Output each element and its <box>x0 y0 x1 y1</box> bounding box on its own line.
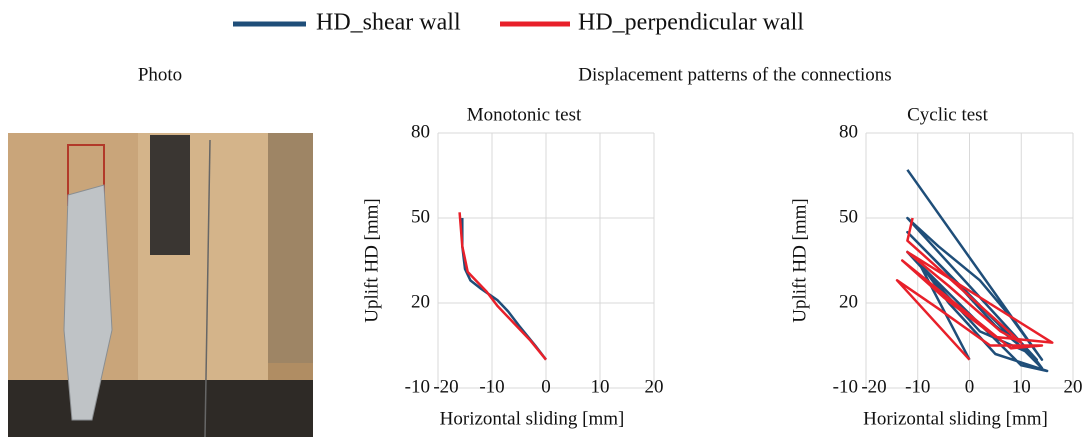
x-tick-label: 0 <box>541 376 551 397</box>
y-tick-label: 20 <box>411 291 430 312</box>
x-axis-title: Horizontal sliding [mm] <box>440 408 625 429</box>
chart-title: Monotonic test <box>467 104 582 125</box>
data-line <box>906 169 1049 373</box>
x-tick-label: 10 <box>1012 376 1031 397</box>
x-tick-label: -20 <box>861 376 886 397</box>
y-tick-label: -10 <box>405 376 430 397</box>
x-tick-label: -20 <box>433 376 458 397</box>
chart-title: Cyclic test <box>907 104 988 125</box>
panel-label: Displacement patterns of the connections <box>578 64 891 85</box>
x-tick-label: 20 <box>645 376 664 397</box>
legend-entry: HD_perpendicular wall <box>578 10 804 36</box>
x-tick-label: 0 <box>965 376 975 397</box>
x-tick-label: -10 <box>905 376 930 397</box>
data-line <box>461 218 547 361</box>
y-tick-label: 80 <box>411 121 430 142</box>
y-axis-title: Uplift HD [mm] <box>789 198 810 323</box>
y-tick-label: 50 <box>839 206 858 227</box>
x-tick-label: 20 <box>1064 376 1083 397</box>
x-tick-label: -10 <box>479 376 504 397</box>
y-tick-label: -10 <box>833 376 858 397</box>
x-tick-label: 10 <box>591 376 610 397</box>
y-tick-label: 20 <box>839 291 858 312</box>
data-line <box>895 217 1054 361</box>
data-line <box>458 212 547 361</box>
x-axis-title: Horizontal sliding [mm] <box>863 408 1048 429</box>
y-tick-label: 80 <box>839 121 858 142</box>
photo-label: Photo <box>138 64 182 85</box>
y-tick-label: 50 <box>411 206 430 227</box>
legend-entry: HD_shear wall <box>316 10 461 36</box>
photo <box>8 133 313 438</box>
y-axis-title: Uplift HD [mm] <box>361 198 382 323</box>
